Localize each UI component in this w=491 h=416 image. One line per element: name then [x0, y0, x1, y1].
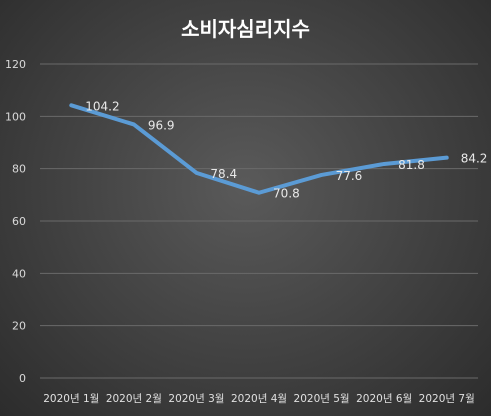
series-line-path — [69, 103, 449, 195]
x-tick-label: 2020년 5월 — [294, 393, 350, 405]
y-tick-label: 20 — [12, 320, 26, 333]
x-tick-label: 2020년 7월 — [419, 393, 475, 405]
y-tick-label: 0 — [19, 372, 26, 385]
x-tick-label: 2020년 4월 — [231, 393, 287, 405]
data-label: 104.2 — [85, 99, 119, 113]
x-tick-label: 2020년 6월 — [356, 393, 412, 405]
y-tick-label: 40 — [12, 267, 26, 280]
data-label: 78.4 — [210, 167, 237, 181]
data-label: 70.8 — [273, 187, 300, 201]
series-line — [69, 103, 449, 195]
y-tick-label: 60 — [12, 215, 26, 228]
data-labels: 104.2 96.9 78.4 70.8 77.6 81.8 84.2 — [85, 99, 487, 200]
data-label: 84.2 — [461, 152, 488, 166]
y-tick-label: 100 — [5, 110, 26, 123]
y-axis-ticks: 0 20 40 60 80 100 120 — [5, 58, 26, 385]
y-tick-label: 80 — [12, 163, 26, 176]
x-tick-label: 2020년 2월 — [106, 393, 162, 405]
x-axis-ticks: 2020년 1월 2020년 2월 2020년 3월 2020년 4월 2020년 5월… — [43, 393, 474, 405]
data-label: 77.6 — [336, 169, 363, 183]
y-tick-label: 120 — [5, 58, 26, 71]
data-label: 81.8 — [398, 158, 425, 172]
x-tick-label: 2020년 3월 — [168, 393, 224, 405]
data-label: 96.9 — [148, 118, 175, 132]
chart-title: 소비자심리지수 — [181, 17, 310, 41]
x-tick-label: 2020년 1월 — [43, 393, 99, 405]
